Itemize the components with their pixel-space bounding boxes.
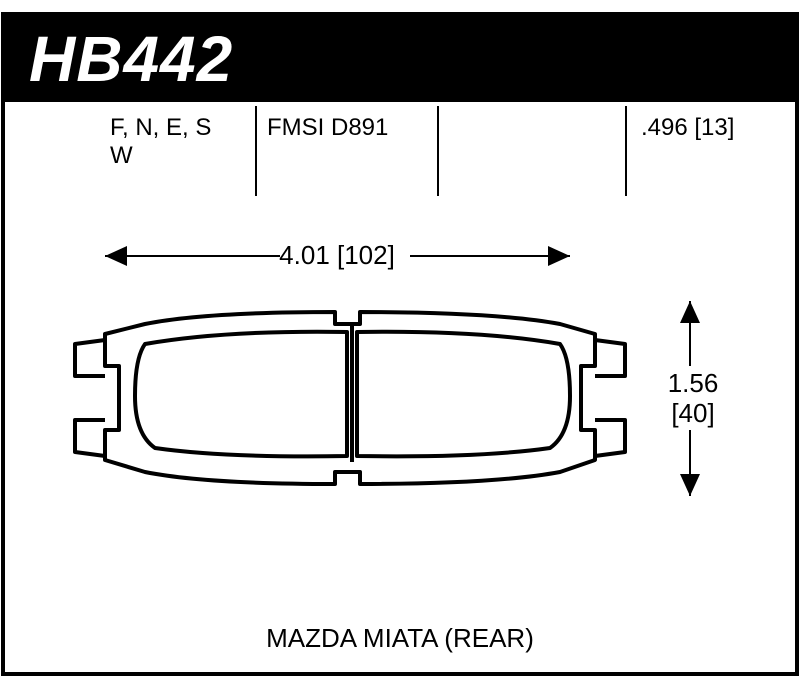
compounds-line1: F, N, E, S bbox=[110, 114, 211, 142]
compounds-line2: W bbox=[110, 142, 211, 170]
divider-1 bbox=[255, 106, 257, 196]
fmsi-cell: FMSI D891 bbox=[267, 114, 388, 142]
part-number: HB442 bbox=[29, 22, 233, 96]
divider-2 bbox=[437, 106, 439, 196]
compounds-cell: F, N, E, S W bbox=[110, 114, 211, 170]
diagram-frame: HB442 F, N, E, S W FMSI D891 .496 [13] 4… bbox=[1, 12, 799, 676]
thickness-cell: .496 [13] bbox=[641, 114, 734, 142]
pad-drawing: 4.01 [102] bbox=[5, 216, 795, 596]
width-dimension: 4.01 [102] bbox=[105, 236, 570, 270]
title-bar: HB442 bbox=[5, 16, 795, 102]
brake-pad-outline bbox=[75, 312, 625, 484]
height-dimension: 1.56 [40] bbox=[657, 301, 727, 496]
spec-row: F, N, E, S W FMSI D891 .496 [13] bbox=[5, 106, 795, 206]
height-label-1: 1.56 bbox=[668, 368, 719, 398]
height-label-2: [40] bbox=[671, 398, 714, 428]
width-label: 4.01 [102] bbox=[279, 240, 395, 270]
caption: MAZDA MIATA (REAR) bbox=[5, 623, 795, 654]
divider-3 bbox=[625, 106, 627, 196]
